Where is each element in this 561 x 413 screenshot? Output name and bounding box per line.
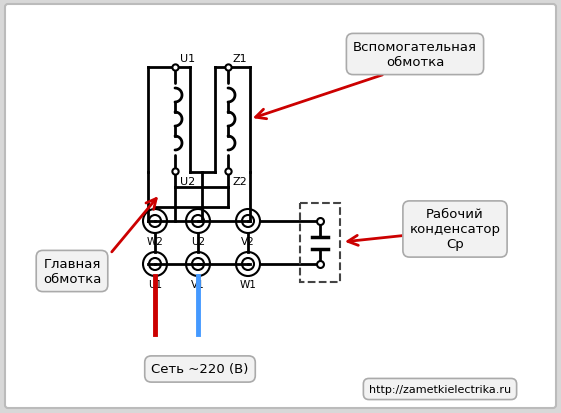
Text: Z1: Z1 — [233, 54, 247, 64]
Text: U1: U1 — [148, 279, 162, 289]
Text: V2: V2 — [241, 236, 255, 247]
Text: U2: U2 — [191, 236, 205, 247]
Text: Главная
обмотка: Главная обмотка — [43, 257, 101, 285]
Text: Сеть ~220 (В): Сеть ~220 (В) — [151, 363, 249, 375]
Text: Вспомогательная
обмотка: Вспомогательная обмотка — [353, 41, 477, 69]
Bar — [300, 204, 340, 282]
FancyBboxPatch shape — [5, 5, 556, 408]
Text: Рабочий
конденсатор
Ср: Рабочий конденсатор Ср — [410, 208, 500, 251]
Text: Z2: Z2 — [233, 177, 248, 187]
Text: U1: U1 — [180, 54, 195, 64]
Text: http://zametkielectrika.ru: http://zametkielectrika.ru — [369, 384, 511, 394]
Text: V1: V1 — [191, 279, 205, 289]
Text: W2: W2 — [146, 236, 163, 247]
Text: W1: W1 — [240, 279, 256, 289]
Text: U2: U2 — [180, 177, 195, 187]
